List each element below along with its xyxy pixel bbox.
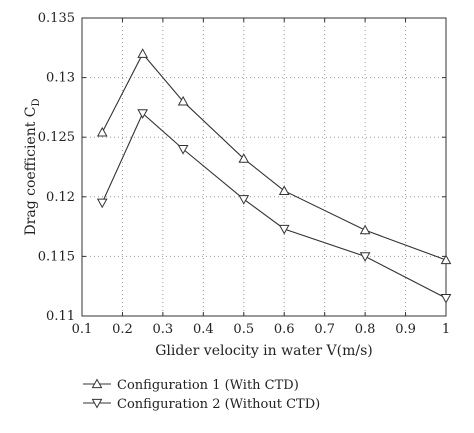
series-2-point (96, 198, 108, 209)
x-tick-label: 0.3 (153, 322, 174, 337)
series-1-point (238, 153, 250, 163)
series-1-point (137, 48, 149, 58)
x-tick-label: 0.4 (193, 322, 214, 337)
series-2-point (177, 145, 189, 155)
legend-marker (91, 378, 103, 389)
legend-marker (91, 398, 103, 409)
x-tick-label: 1 (442, 322, 450, 337)
x-tick-label: 0.9 (395, 322, 416, 337)
x-tick-label: 0.8 (355, 322, 376, 337)
series-1-point (96, 126, 108, 137)
series-2-point (137, 109, 149, 119)
y-tick-label: 0.135 (38, 11, 75, 26)
series-2 (96, 109, 452, 304)
x-tick-label: 0.6 (274, 322, 295, 337)
series-2-point (238, 195, 250, 205)
y-axis-label-subscript: D (31, 98, 42, 106)
legend-label: Configuration 2 (Without CTD) (117, 397, 320, 412)
series-1-point (278, 185, 290, 195)
series-1-point (440, 254, 452, 265)
legend-item-2: Configuration 2 (Without CTD) (83, 397, 320, 412)
x-tick-label: 0.5 (233, 322, 254, 337)
series-1-point (177, 95, 189, 106)
x-tick-label: 0.2 (112, 322, 133, 337)
series-layer (96, 48, 452, 304)
y-tick-label: 0.11 (46, 309, 75, 324)
legend-item-1: Configuration 1 (With CTD) (83, 378, 299, 393)
series-2-point (440, 294, 452, 304)
x-axis-label: Glider velocity in water V(m/s) (155, 343, 372, 359)
series-1 (96, 48, 452, 265)
y-axis-label-main: Drag coefficient C (23, 106, 39, 235)
series-2-point (278, 224, 290, 235)
series-1-line (101, 52, 447, 261)
y-tick-label: 0.13 (46, 71, 75, 86)
plot-area-frame (81, 17, 447, 317)
y-axis-label: Drag coefficient CD (23, 98, 42, 235)
series-2-point (359, 252, 371, 262)
y-tick-label: 0.12 (46, 190, 75, 205)
series-1-point (359, 224, 371, 235)
grid-lines (82, 18, 446, 316)
axis-ticks: 0.1 0.2 0.3 0.4 0.5 0.6 0.7 0.8 0.9 1 0.11 0.115 0.1… (38, 11, 450, 337)
y-tick-label: 0.115 (38, 249, 75, 264)
legend-label: Configuration 1 (With CTD) (117, 378, 299, 393)
x-tick-label: 0.7 (314, 322, 335, 337)
x-tick-label: 0.1 (72, 322, 93, 337)
legend: Configuration 1 (With CTD) Configuration … (83, 378, 320, 412)
series-2-line (101, 112, 447, 299)
y-tick-label: 0.125 (38, 130, 75, 145)
